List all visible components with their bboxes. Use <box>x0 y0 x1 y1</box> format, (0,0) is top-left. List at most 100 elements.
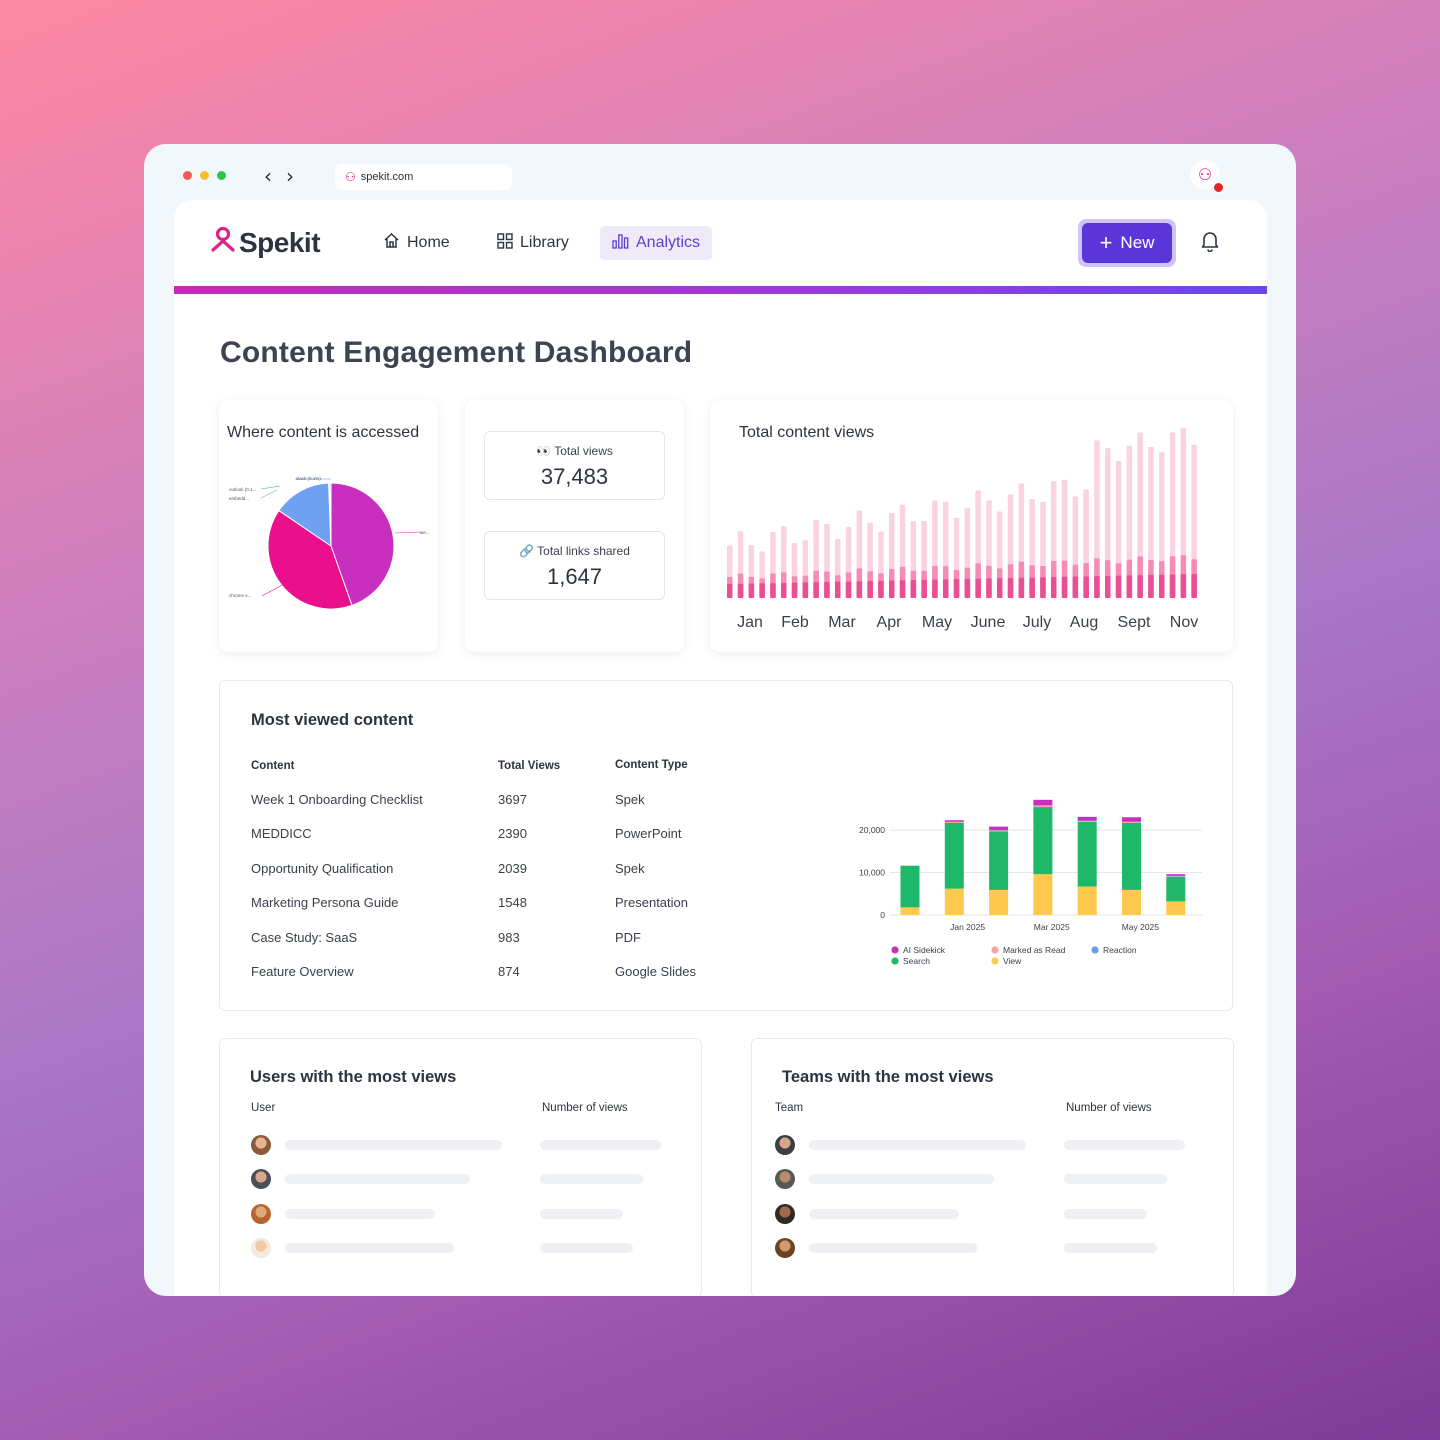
views-bar-base[interactable] <box>1137 575 1143 598</box>
maximize-dot[interactable] <box>217 171 226 180</box>
views-bar-base[interactable] <box>1029 577 1035 598</box>
pie-slice-embedded[interactable] <box>278 482 332 547</box>
stacked-bar-segment[interactable] <box>989 830 1009 832</box>
spekit-extension-icon[interactable]: ⚇ <box>1190 160 1224 193</box>
nav-analytics[interactable]: Analytics <box>600 226 713 260</box>
stacked-bar-segment[interactable] <box>1077 816 1097 821</box>
stacked-bar-segment[interactable] <box>900 865 920 908</box>
views-bar-base[interactable] <box>1115 575 1122 598</box>
views-bar-base[interactable] <box>1105 575 1111 598</box>
legend-label[interactable]: Search <box>903 956 930 966</box>
views-bar-base[interactable] <box>770 583 776 598</box>
avatar[interactable] <box>775 1203 795 1224</box>
address-bar[interactable]: ⚇ spekit.com <box>335 164 512 190</box>
legend-label[interactable]: Reaction <box>1103 945 1137 955</box>
avatar[interactable] <box>775 1135 795 1155</box>
stacked-bar-segment[interactable] <box>1122 821 1141 823</box>
views-bar-base[interactable] <box>1040 577 1046 598</box>
stacked-bar-segment[interactable] <box>1033 799 1053 806</box>
views-bar-base[interactable] <box>921 579 927 598</box>
views-bar-base[interactable] <box>824 581 830 598</box>
views-bar-base[interactable] <box>975 578 981 598</box>
views-bar-base[interactable] <box>1159 574 1165 598</box>
legend-label[interactable]: Marked as Read <box>1003 945 1066 955</box>
back-arrow-icon[interactable]: ‹ <box>264 164 272 188</box>
avatar[interactable] <box>775 1169 795 1190</box>
content-cell[interactable]: Marketing Persona Guide <box>251 895 399 911</box>
views-bar-base[interactable] <box>845 581 852 598</box>
avatar[interactable] <box>775 1237 795 1258</box>
col-views-header[interactable]: Total Views <box>498 760 561 772</box>
views-bar-base[interactable] <box>899 580 906 598</box>
content-cell[interactable]: Opportunity Qualification <box>251 860 394 876</box>
views-bar-base[interactable] <box>1169 574 1176 598</box>
avatar[interactable] <box>251 1203 271 1224</box>
stacked-bar-segment[interactable] <box>1077 821 1097 887</box>
close-dot[interactable] <box>183 171 192 180</box>
stacked-bar-segment[interactable] <box>1077 886 1097 915</box>
col-type-header[interactable]: Content Type <box>615 759 688 771</box>
col-content-header[interactable]: Content <box>251 760 295 772</box>
pie-slice-we[interactable] <box>330 482 395 607</box>
stacked-bar-segment[interactable] <box>989 831 1009 890</box>
minimize-dot[interactable] <box>200 171 209 180</box>
bell-icon[interactable] <box>1200 230 1220 258</box>
views-bar-base[interactable] <box>1094 576 1100 598</box>
stacked-bar-segment[interactable] <box>1033 874 1053 915</box>
views-bar-base[interactable] <box>932 579 938 598</box>
content-cell[interactable]: Feature Overview <box>251 964 354 979</box>
content-cell[interactable]: Case Study: SaaS <box>251 929 358 945</box>
views-bar-base[interactable] <box>986 578 992 598</box>
views-bar-base[interactable] <box>910 580 917 598</box>
views-bar-base[interactable] <box>1051 577 1057 598</box>
views-bar-base[interactable] <box>813 582 819 598</box>
views-bar-base[interactable] <box>943 579 949 598</box>
forward-arrow-icon[interactable]: › <box>286 164 294 188</box>
stacked-bar-segment[interactable] <box>1122 817 1141 822</box>
content-cell[interactable]: MEDDICC <box>251 826 312 842</box>
views-bar-base[interactable] <box>748 583 755 598</box>
stacked-bar-segment[interactable] <box>1077 821 1097 822</box>
logo[interactable]: Spekit <box>211 226 321 259</box>
views-bar-base[interactable] <box>878 580 884 598</box>
views-bar-base[interactable] <box>835 581 841 598</box>
stacked-bar-segment[interactable] <box>944 888 964 915</box>
views-bar-base[interactable] <box>867 580 873 598</box>
stacked-bar-segment[interactable] <box>1033 805 1053 808</box>
views-bar-base[interactable] <box>1191 574 1197 598</box>
stacked-bar-segment[interactable] <box>944 821 964 823</box>
avatar[interactable] <box>251 1169 271 1190</box>
avatar[interactable] <box>251 1237 271 1258</box>
views-bar-base[interactable] <box>1083 576 1089 598</box>
legend-label[interactable]: View <box>1003 956 1022 966</box>
views-bar-base[interactable] <box>1061 576 1068 598</box>
stacked-bar-segment[interactable] <box>900 907 920 915</box>
views-bar-base[interactable] <box>791 582 798 598</box>
avatar[interactable] <box>251 1135 271 1155</box>
stacked-bar-segment[interactable] <box>989 889 1009 915</box>
views-bar-base[interactable] <box>1148 574 1154 598</box>
stacked-bar-segment[interactable] <box>1122 889 1141 915</box>
content-cell[interactable]: Week 1 Onboarding Checklist <box>251 792 423 807</box>
nav-library[interactable]: Library <box>485 226 581 260</box>
nav-home[interactable]: Home <box>371 226 462 260</box>
views-bar-base[interactable] <box>1126 575 1133 598</box>
views-bar-base[interactable] <box>856 581 863 598</box>
views-bar-base[interactable] <box>964 578 971 598</box>
new-button[interactable]: + New <box>1082 223 1172 263</box>
views-bar-base[interactable] <box>953 579 960 598</box>
views-bar-base[interactable] <box>889 580 895 598</box>
views-bar-base[interactable] <box>997 578 1003 598</box>
stacked-bar-segment[interactable] <box>1166 876 1186 902</box>
stacked-bar-segment[interactable] <box>989 826 1009 830</box>
stacked-bar-segment[interactable] <box>944 822 964 889</box>
pie-slice-slack[interactable] <box>329 482 332 547</box>
stacked-bar-segment[interactable] <box>1033 807 1053 875</box>
views-bar-base[interactable] <box>781 582 787 598</box>
stacked-bar-segment[interactable] <box>1122 822 1141 890</box>
views-bar-base[interactable] <box>1007 577 1014 598</box>
views-bar-base[interactable] <box>1180 574 1187 598</box>
views-bar-base[interactable] <box>802 582 809 598</box>
stacked-bar-segment[interactable] <box>944 820 964 822</box>
stacked-bar-segment[interactable] <box>1166 901 1186 915</box>
